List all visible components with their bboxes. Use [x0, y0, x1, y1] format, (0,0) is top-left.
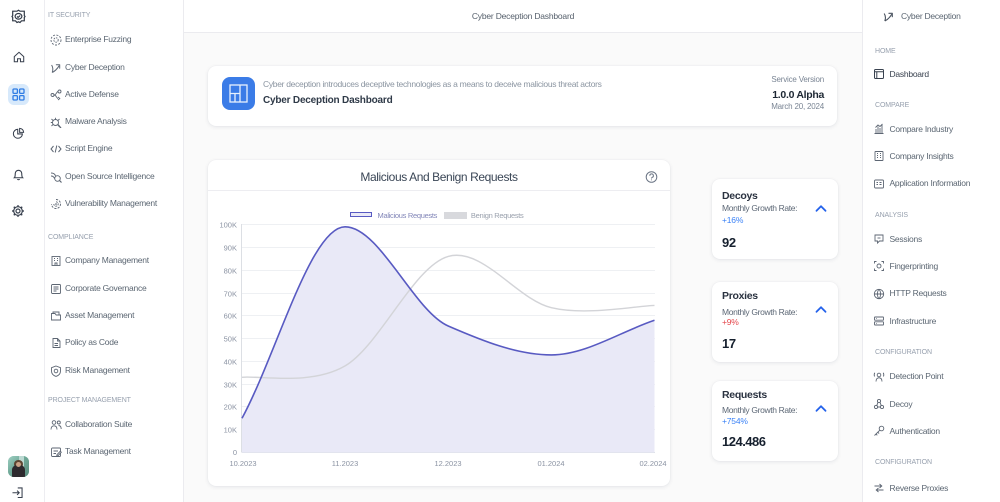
- svg-text:01.2024: 01.2024: [537, 459, 564, 468]
- svg-text:90K: 90K: [224, 244, 237, 253]
- svg-text:10.2023: 10.2023: [229, 459, 256, 468]
- svg-text:70K: 70K: [224, 290, 237, 299]
- svg-text:50K: 50K: [224, 335, 237, 344]
- svg-text:20K: 20K: [224, 403, 237, 412]
- svg-text:0: 0: [233, 448, 237, 457]
- svg-text:10K: 10K: [224, 426, 237, 435]
- svg-text:30K: 30K: [224, 381, 237, 390]
- svg-text:40K: 40K: [224, 358, 237, 367]
- svg-text:60K: 60K: [224, 312, 237, 321]
- svg-text:11.2023: 11.2023: [332, 459, 359, 468]
- svg-text:12.2023: 12.2023: [434, 459, 461, 468]
- svg-text:80K: 80K: [224, 267, 237, 276]
- svg-text:100K: 100K: [219, 221, 237, 230]
- svg-text:02.2024: 02.2024: [639, 459, 666, 468]
